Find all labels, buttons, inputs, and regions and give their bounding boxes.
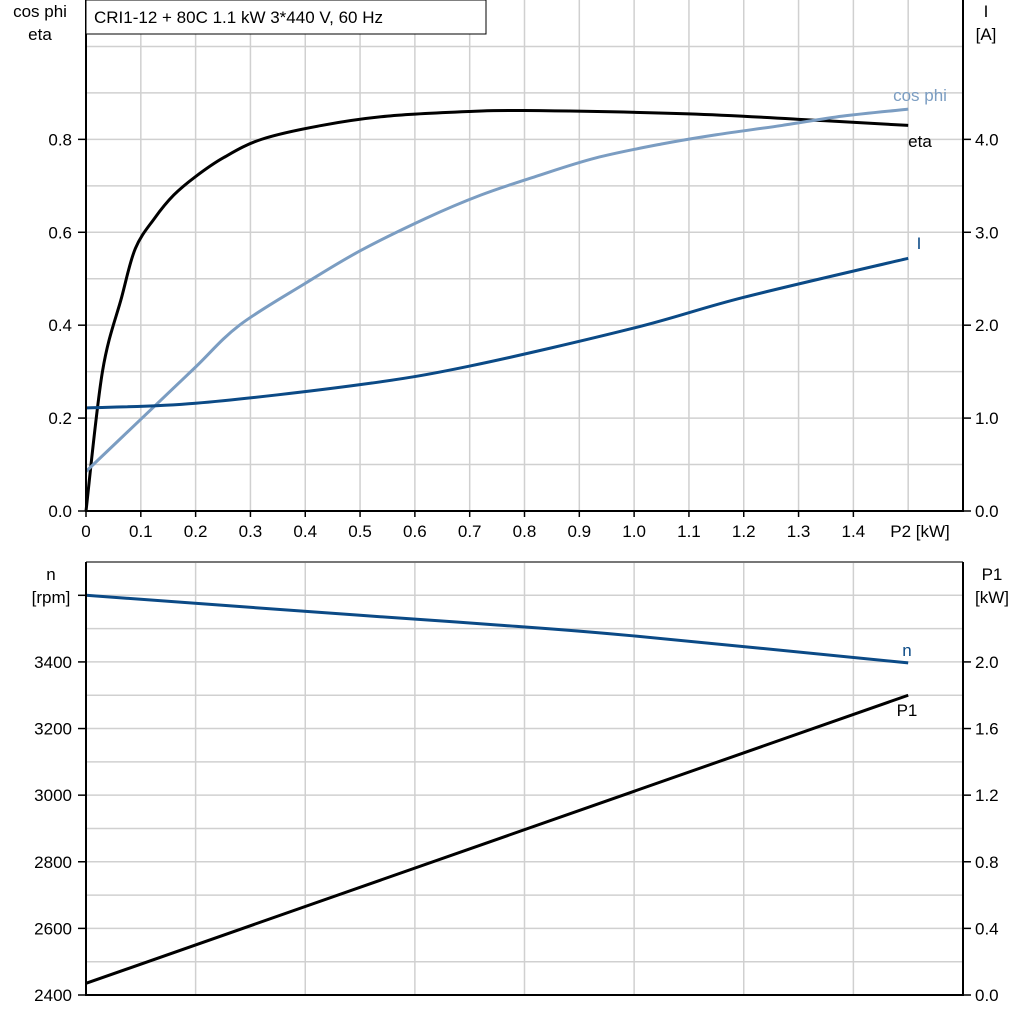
y-tick-label-left: 0.8 — [48, 130, 72, 149]
y-tick-label-right: 0.8 — [975, 853, 999, 872]
x-tick-label: 0.8 — [513, 522, 537, 541]
series — [84, 107, 909, 985]
series-label-I: I — [917, 234, 922, 253]
top-grid — [86, 0, 963, 511]
bottom-grid — [86, 561, 963, 995]
bottom-right-axis-label-2: [kW] — [975, 588, 1009, 607]
y-tick-label-right: 1.6 — [975, 720, 999, 739]
y-tick-label-left: 3200 — [34, 720, 72, 739]
y-tick-label-right: 0.0 — [975, 502, 999, 521]
x-tick-label: 0.7 — [458, 522, 482, 541]
series-label-n: n — [902, 641, 911, 660]
series-label-cos-phi: cos phi — [893, 86, 947, 105]
series-line-n — [85, 593, 909, 665]
y-tick-label-left: 2600 — [34, 919, 72, 938]
series-line-eta — [84, 108, 909, 512]
x-tick-label: 0.4 — [293, 522, 317, 541]
y-tick-label-right: 0.4 — [975, 919, 999, 938]
y-tick-label-left: 3000 — [34, 786, 72, 805]
x-tick-label: 0 — [81, 522, 90, 541]
x-tick-label: 1.0 — [622, 522, 646, 541]
y-tick-label-right: 0.0 — [975, 986, 999, 1005]
x-tick-label: 1.2 — [732, 522, 756, 541]
x-axis-label: P2 [kW] — [890, 522, 950, 541]
axes: 0 0.1 0.2 0.3 0.4 0.5 0.6 0.7 0.8 0.9 1.0 1.1 1.2 1.3… — [34, 0, 999, 1005]
top-left-axis-label-2: eta — [28, 25, 52, 44]
bottom-left-axis-label-2: [rpm] — [32, 588, 71, 607]
series-label-eta: eta — [908, 132, 932, 151]
y-tick-label-right: 1.2 — [975, 786, 999, 805]
series-line-p1 — [85, 693, 909, 985]
series-label-P1: P1 — [897, 701, 918, 720]
y-tick-label-left: 0.2 — [48, 409, 72, 428]
y-tick-label-right: 2.0 — [975, 653, 999, 672]
y-tick-label-left: 2400 — [34, 986, 72, 1005]
x-tick-label: 1.3 — [787, 522, 811, 541]
x-tick-label: 0.2 — [184, 522, 208, 541]
y-tick-label-right: 1.0 — [975, 409, 999, 428]
y-tick-label-left: 2800 — [34, 853, 72, 872]
series-line-cos-phi — [84, 107, 909, 473]
title-box — [85, 0, 487, 35]
x-tick-label: 0.9 — [567, 522, 591, 541]
y-tick-label-left: 3400 — [34, 653, 72, 672]
x-tick-label: 1.1 — [677, 522, 701, 541]
x-tick-label: 0.5 — [348, 522, 372, 541]
series-line-i — [85, 256, 909, 410]
bottom-right-axis-label-1: P1 — [982, 565, 1003, 584]
y-tick-label-left: 0.0 — [48, 502, 72, 521]
x-tick-label: 0.6 — [403, 522, 427, 541]
y-tick-label-left: 0.4 — [48, 316, 72, 335]
x-tick-label: 0.3 — [239, 522, 263, 541]
y-tick-label-right: 3.0 — [975, 223, 999, 242]
y-tick-label-left: 0.6 — [48, 223, 72, 242]
y-tick-label-right: 2.0 — [975, 316, 999, 335]
top-right-axis-label-2: [A] — [976, 25, 997, 44]
top-right-axis-label-1: I — [984, 2, 989, 21]
y-tick-label-right: 4.0 — [975, 130, 999, 149]
x-tick-label: 0.1 — [129, 522, 153, 541]
x-tick-label: 1.4 — [842, 522, 866, 541]
top-left-axis-label-1: cos phi — [13, 2, 67, 21]
bottom-left-axis-label-1: n — [46, 565, 55, 584]
chart-title: CRI1-12 + 80C 1.1 kW 3*440 V, 60 Hz — [94, 8, 383, 27]
